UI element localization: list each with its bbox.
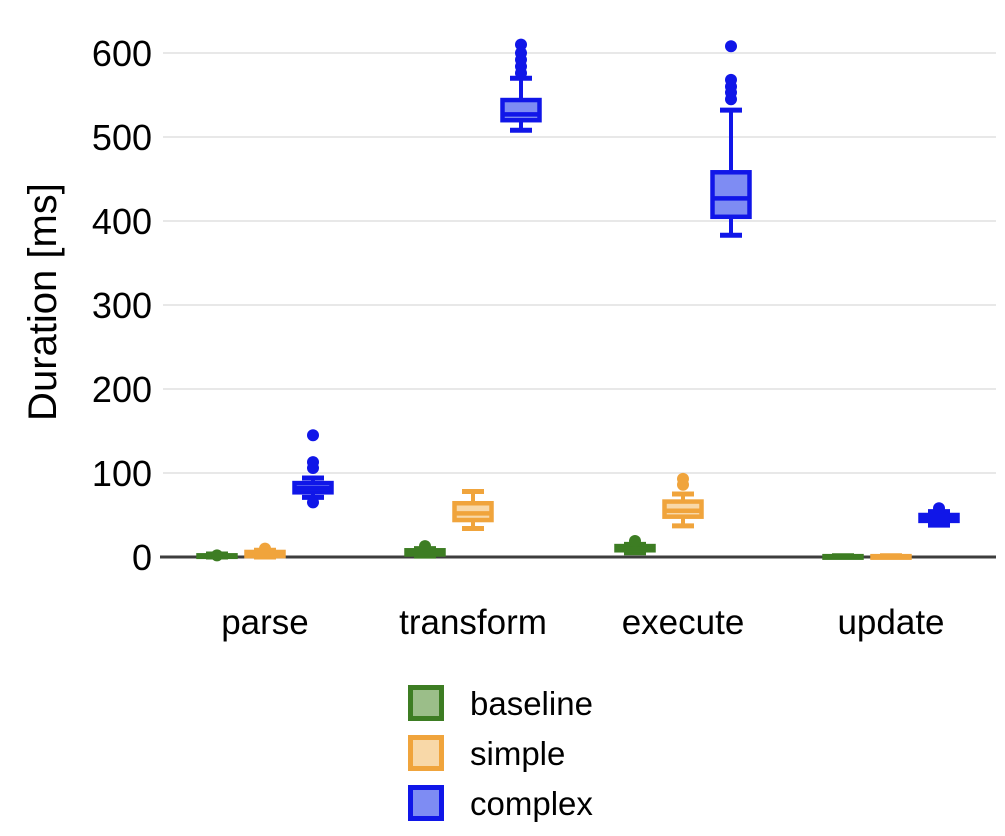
y-tick-label: 200 [92, 369, 152, 410]
complex-transform-box [500, 97, 542, 123]
y-axis-label: Duration [ms] [21, 183, 65, 421]
simple-swatch-icon [408, 735, 444, 771]
complex-execute-box [710, 170, 752, 220]
y-tick-label: 100 [92, 453, 152, 494]
complex-parse-outlier-dot [307, 456, 319, 469]
complex-execute-outlier-dot [725, 40, 737, 53]
y-tick-label: 600 [92, 33, 152, 74]
legend-item-simple: simple [408, 728, 593, 778]
y-tick-label: 300 [92, 285, 152, 326]
simple-parse-outlier-dot [259, 542, 271, 555]
x-category-label: parse [221, 603, 309, 642]
complex-transform-outlier-dot [515, 38, 527, 51]
complex-execute-outlier-dot [725, 73, 737, 86]
legend-item-complex: complex [408, 778, 593, 828]
complex-swatch-icon [408, 785, 444, 821]
x-category-label: execute [622, 603, 745, 642]
complex-parse-outlier-dot [307, 496, 319, 509]
baseline-transform-outlier-dot [419, 540, 431, 553]
legend-item-baseline: baseline [408, 678, 593, 728]
complex-parse-outlier-dot [307, 429, 319, 442]
baseline-execute-outlier-dot [629, 535, 641, 548]
y-tick-label: 400 [92, 201, 152, 242]
legend-label-baseline: baseline [470, 684, 593, 722]
y-tick-label: 500 [92, 117, 152, 158]
complex-update-outlier-dot [933, 502, 945, 515]
legend-label-complex: complex [470, 784, 593, 822]
baseline-parse-outlier-dot [211, 549, 223, 562]
legend: baseline simple complex [408, 678, 593, 828]
baseline-swatch-icon [408, 685, 444, 721]
complex-transform-outlier-dot [515, 47, 527, 59]
x-category-label: transform [399, 603, 547, 642]
simple-execute-outlier-dot [677, 472, 689, 485]
y-tick-label: 0 [132, 537, 152, 578]
legend-label-simple: simple [470, 734, 566, 772]
x-category-label: update [837, 603, 944, 642]
